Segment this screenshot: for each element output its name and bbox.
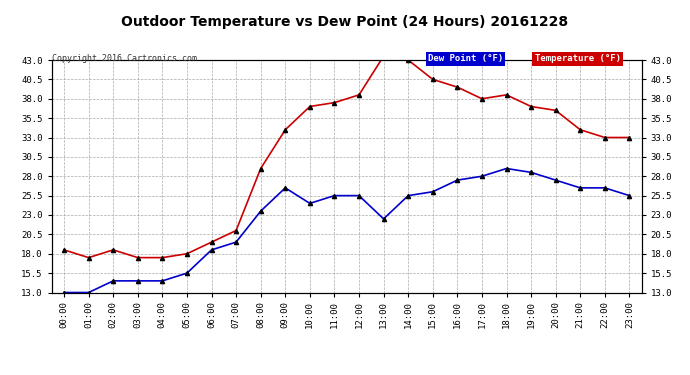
Text: Dew Point (°F): Dew Point (°F) xyxy=(428,54,503,63)
Text: Copyright 2016 Cartronics.com: Copyright 2016 Cartronics.com xyxy=(52,54,197,63)
Text: Temperature (°F): Temperature (°F) xyxy=(535,54,621,63)
Text: Outdoor Temperature vs Dew Point (24 Hours) 20161228: Outdoor Temperature vs Dew Point (24 Hou… xyxy=(121,15,569,29)
